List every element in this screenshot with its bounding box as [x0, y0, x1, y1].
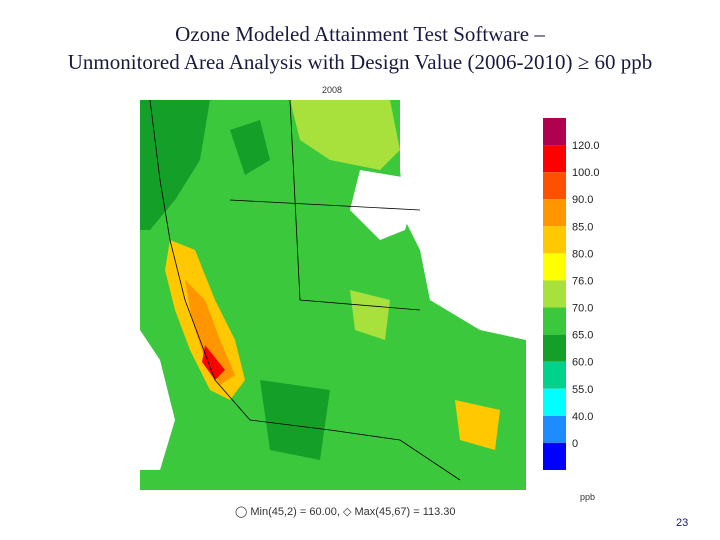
legend-swatch	[543, 172, 566, 200]
region	[140, 100, 210, 230]
map-footer: ◯ Min(45,2) = 60.00, ◇ Max(45,67) = 113.…	[235, 506, 456, 518]
map-year: 2008	[322, 85, 342, 95]
legend-label: 70.0	[572, 303, 593, 315]
legend-label: 76.0	[572, 275, 593, 287]
legend-label: 120.0	[572, 140, 600, 152]
region-high	[202, 345, 225, 380]
legend-label: 85.0	[572, 221, 593, 233]
ocean	[140, 330, 175, 470]
legend-swatch	[543, 226, 566, 254]
region-high	[455, 400, 500, 450]
region-low	[400, 100, 526, 340]
region-high	[185, 280, 235, 385]
legend-swatch	[543, 415, 566, 443]
legend-label: 100.0	[572, 167, 600, 179]
page-number: 23	[676, 517, 688, 529]
legend-unit: ppb	[580, 492, 595, 502]
legend-swatch	[543, 442, 566, 470]
boundaries	[149, 99, 461, 481]
region	[350, 290, 390, 340]
region	[260, 380, 330, 460]
legend-swatch	[543, 118, 566, 146]
legend-swatch	[543, 361, 566, 389]
legend-label: 40.0	[572, 411, 593, 423]
legend-label: 90.0	[572, 194, 593, 206]
legend-swatch	[543, 253, 566, 281]
legend-swatch	[543, 334, 566, 362]
title-line: Ozone Modeled Attainment Test Software –	[175, 22, 545, 46]
legend-label: 65.0	[572, 330, 593, 342]
legend-label: 55.0	[572, 384, 593, 396]
map	[140, 99, 526, 490]
legend-label: 60.0	[572, 357, 593, 369]
legend-swatch	[543, 199, 566, 227]
title-line: Unmonitored Area Analysis with Design Va…	[67, 50, 653, 74]
legend-swatch	[543, 307, 566, 335]
legend-swatch	[543, 145, 566, 173]
region-low	[350, 170, 420, 240]
legend-label: 80.0	[572, 248, 593, 260]
legend: 120.0 100.0 90.0 85.0 80.0 76.0 70.0 65.0 60.0 55…	[543, 118, 600, 502]
legend-label: 0	[572, 438, 578, 450]
legend-swatch	[543, 388, 566, 416]
legend-swatch	[543, 280, 566, 308]
region	[230, 120, 270, 175]
region	[290, 100, 400, 170]
